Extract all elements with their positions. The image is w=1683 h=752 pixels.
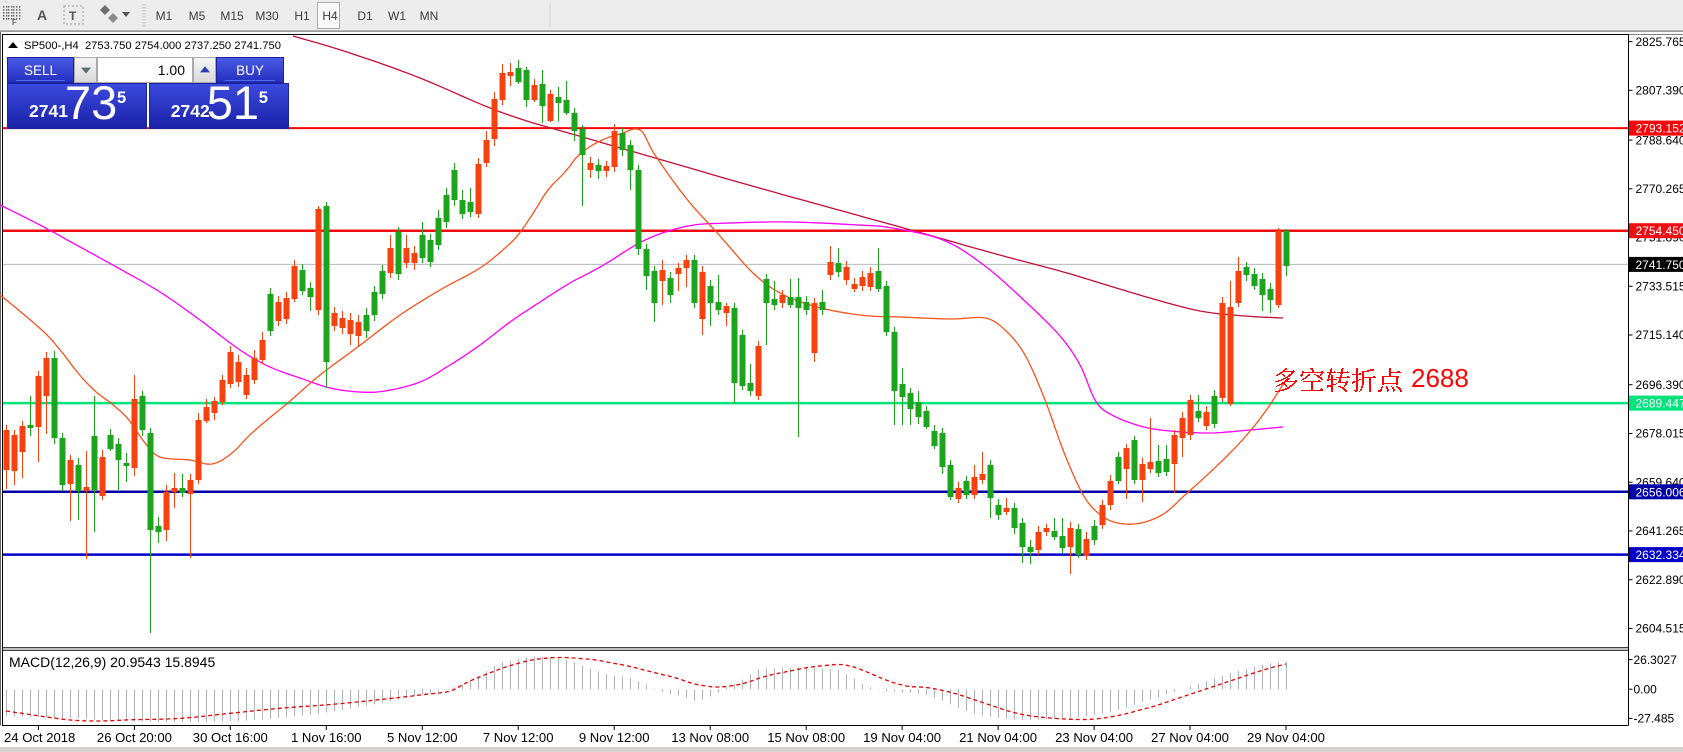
svg-text:F: F: [12, 18, 17, 27]
svg-text:9 Nov 12:00: 9 Nov 12:00: [579, 730, 650, 745]
svg-text:2793.152: 2793.152: [1636, 122, 1683, 136]
svg-text:2788.640: 2788.640: [1636, 133, 1683, 147]
svg-text:M5: M5: [189, 9, 206, 23]
svg-text:2733.515: 2733.515: [1636, 280, 1683, 294]
svg-text:-27.485: -27.485: [1634, 712, 1675, 726]
svg-text:2770.265: 2770.265: [1636, 182, 1683, 196]
svg-text:21 Nov 04:00: 21 Nov 04:00: [959, 730, 1037, 745]
svg-text:19 Nov 04:00: 19 Nov 04:00: [863, 730, 941, 745]
svg-text:5 Nov 12:00: 5 Nov 12:00: [387, 730, 458, 745]
svg-text:M30: M30: [255, 9, 279, 23]
svg-text:26 Oct 20:00: 26 Oct 20:00: [97, 730, 172, 745]
svg-text:A: A: [37, 7, 47, 23]
svg-text:M15: M15: [220, 9, 244, 23]
svg-text:2754.450: 2754.450: [1636, 224, 1683, 238]
svg-text:T: T: [69, 9, 77, 23]
svg-text:23 Nov 04:00: 23 Nov 04:00: [1055, 730, 1133, 745]
svg-text:2741.750: 2741.750: [1636, 258, 1683, 272]
svg-text:1 Nov 16:00: 1 Nov 16:00: [291, 730, 362, 745]
svg-text:13 Nov 08:00: 13 Nov 08:00: [671, 730, 749, 745]
svg-text:2807.390: 2807.390: [1636, 84, 1683, 98]
svg-text:2632.334: 2632.334: [1636, 548, 1683, 562]
svg-text:2678.015: 2678.015: [1636, 427, 1683, 441]
svg-text:2656.006: 2656.006: [1636, 485, 1683, 499]
svg-text:D1: D1: [357, 9, 373, 23]
svg-text:2696.390: 2696.390: [1636, 378, 1683, 392]
svg-text:MN: MN: [420, 9, 439, 23]
svg-text:2715.140: 2715.140: [1636, 328, 1683, 342]
svg-text:W1: W1: [388, 9, 406, 23]
svg-text:30 Oct 16:00: 30 Oct 16:00: [193, 730, 268, 745]
svg-text:H4: H4: [322, 9, 338, 23]
svg-text:MACD(12,26,9) 20.9543 15.8945: MACD(12,26,9) 20.9543 15.8945: [9, 654, 215, 670]
svg-text:2825.765: 2825.765: [1636, 35, 1683, 49]
svg-text:2622.890: 2622.890: [1636, 573, 1683, 587]
svg-text:2604.515: 2604.515: [1636, 622, 1683, 636]
svg-text:24 Oct 2018: 24 Oct 2018: [4, 730, 75, 745]
svg-text:27 Nov 04:00: 27 Nov 04:00: [1151, 730, 1229, 745]
svg-text:2689.447: 2689.447: [1636, 397, 1683, 411]
svg-text:26.3027: 26.3027: [1634, 653, 1678, 667]
svg-text:7 Nov 12:00: 7 Nov 12:00: [483, 730, 554, 745]
svg-text:0.00: 0.00: [1634, 682, 1658, 696]
svg-text:2688: 2688: [1411, 363, 1469, 393]
svg-text:2641.265: 2641.265: [1636, 524, 1683, 538]
svg-text:29 Nov 04:00: 29 Nov 04:00: [1247, 730, 1325, 745]
svg-text:H1: H1: [294, 9, 310, 23]
svg-text:M1: M1: [156, 9, 173, 23]
svg-text:SP500-,H4 2753.750 2754.000 2: SP500-,H4 2753.750 2754.000 2737.250 274…: [24, 40, 281, 52]
svg-text:15 Nov 08:00: 15 Nov 08:00: [767, 730, 845, 745]
